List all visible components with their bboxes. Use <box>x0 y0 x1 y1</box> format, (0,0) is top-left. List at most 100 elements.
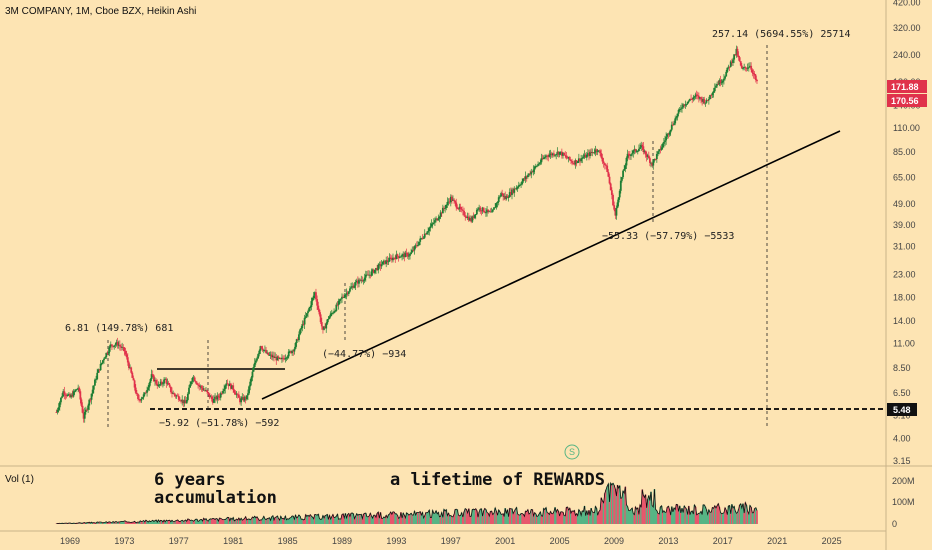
price-candle <box>150 374 153 380</box>
price-candle <box>661 143 664 148</box>
volume-bar <box>275 517 278 524</box>
note-rewards: a lifetime of REWARDS <box>390 470 605 490</box>
volume-bar <box>712 508 715 524</box>
price-candle <box>366 274 368 276</box>
volume-bar <box>489 511 492 524</box>
price-candle <box>175 395 178 397</box>
volume-bar <box>730 504 733 524</box>
volume-bar <box>366 516 368 524</box>
price-candle <box>180 400 182 402</box>
volume-bar <box>351 512 354 524</box>
price-candle <box>169 386 172 392</box>
price-candle <box>352 286 355 288</box>
volume-bar <box>427 512 430 524</box>
price-candle <box>607 172 610 177</box>
volume-bar <box>716 505 719 524</box>
volume-bar <box>380 518 383 524</box>
volume-bar <box>729 513 732 524</box>
price-candle <box>323 326 325 330</box>
price-candle <box>500 193 503 197</box>
price-tag-upper: 171.88 <box>891 82 919 92</box>
volume-bar <box>296 516 299 524</box>
price-candle <box>463 210 465 216</box>
price-candle <box>317 305 320 310</box>
price-candle <box>277 356 280 359</box>
price-candle <box>507 197 510 198</box>
price-candle <box>356 280 359 284</box>
price-candle <box>713 87 716 92</box>
volume-bar <box>299 516 301 524</box>
volume-bar <box>403 515 406 524</box>
volume-bar <box>294 515 297 524</box>
volume-bar <box>377 512 380 524</box>
price-candle <box>271 355 274 358</box>
volume-bar <box>218 517 221 524</box>
volume-bar <box>566 507 569 524</box>
price-candle <box>653 158 656 161</box>
volume-bar <box>455 509 458 524</box>
price-candle <box>737 55 740 58</box>
price-candle <box>338 299 341 301</box>
volume-bar <box>638 514 640 524</box>
price-candle <box>167 382 170 385</box>
volume-bar <box>641 489 644 524</box>
volume-bar <box>522 514 525 524</box>
volume-bar <box>600 497 603 524</box>
price-candle <box>217 395 220 398</box>
price-candle <box>206 390 209 393</box>
volume-bar <box>114 521 117 524</box>
volume-bar <box>517 515 520 524</box>
volume-bar <box>155 519 158 524</box>
volume-bar <box>515 507 518 524</box>
price-candle <box>593 152 596 154</box>
volume-bar <box>190 520 193 524</box>
price-candle <box>687 100 690 102</box>
price-candle <box>670 124 673 130</box>
price-candle <box>632 150 635 154</box>
chart-title: 3M COMPANY, 1M, Cboe BZX, Heikin Ashi <box>5 6 196 17</box>
price-candle <box>405 252 408 254</box>
price-candle <box>513 188 516 193</box>
volume-bar <box>362 514 365 524</box>
volume-bar <box>547 513 550 524</box>
volume-bar <box>610 484 613 524</box>
volume-bar <box>551 513 554 524</box>
note-years: 6 years <box>154 470 226 490</box>
volume-bar <box>750 507 753 524</box>
volume-bar <box>443 509 445 524</box>
volume-bar <box>145 520 147 524</box>
volume-bar <box>643 497 646 524</box>
volume-bar <box>209 518 212 524</box>
price-candle <box>697 95 700 99</box>
price-tag-support-bg <box>887 403 917 416</box>
volume-bar <box>724 507 726 524</box>
price-candle <box>309 306 312 309</box>
price-candle <box>608 176 611 184</box>
price-candle <box>693 96 696 98</box>
volume-bar <box>478 511 481 524</box>
price-candle <box>563 152 566 156</box>
price-candle <box>717 84 720 85</box>
price-candle <box>542 157 545 159</box>
volume-bar <box>449 515 452 524</box>
volume-bar <box>606 486 609 524</box>
price-candle <box>325 323 328 329</box>
price-candle <box>562 152 564 156</box>
price-candle <box>219 393 222 398</box>
price-candle <box>677 109 680 114</box>
price-candle <box>458 206 461 210</box>
price-candle <box>727 66 730 68</box>
price-candle <box>224 385 227 390</box>
volume-bar <box>421 512 424 524</box>
price-candle <box>496 201 499 204</box>
volume-bar <box>546 512 549 524</box>
volume-bar <box>735 513 738 524</box>
event-badge[interactable] <box>564 444 580 460</box>
price-tag-support: 5.48 <box>893 405 911 415</box>
volume-bar <box>172 521 175 524</box>
price-candle <box>704 102 707 104</box>
price-candle <box>646 155 649 157</box>
price-candle <box>264 349 266 351</box>
price-candle <box>617 197 620 203</box>
